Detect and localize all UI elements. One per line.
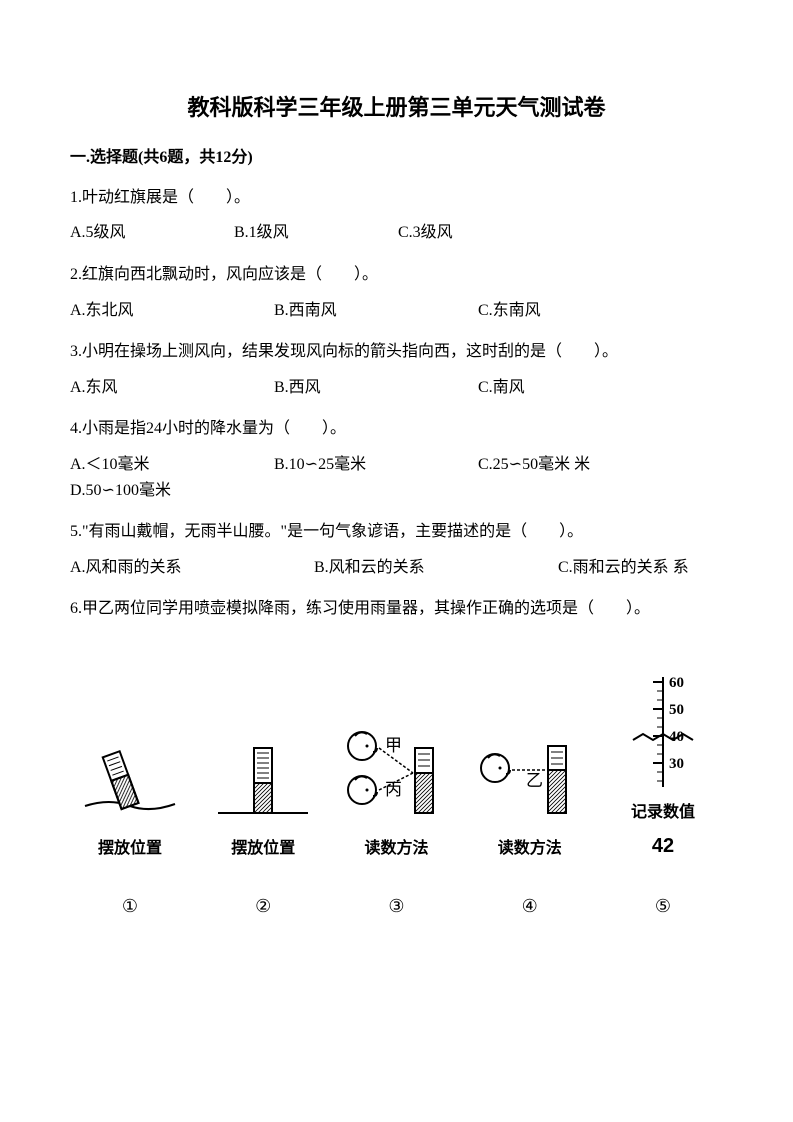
num-4: ④ — [470, 892, 590, 921]
diagram-2-label: 摆放位置 — [203, 836, 323, 862]
num-3: ③ — [337, 892, 457, 921]
q2-opt-b: B.西南风 — [274, 298, 474, 324]
diagram-4-label: 读数方法 — [470, 836, 590, 862]
diagram-1-svg — [80, 718, 180, 828]
q1-opt-b: B.1级风 — [234, 220, 394, 246]
q2-opt-c: C.东南风 — [478, 298, 658, 324]
diagrams-row: 摆放位置 摆放位置 — [70, 672, 723, 862]
q3-opt-c: C.南风 — [478, 375, 658, 401]
diagram-5: 60 50 40 30 记录数值 42 — [603, 672, 723, 862]
question-3: 3.小明在操场上测风向，结果发现风向标的箭头指向西，这时刮的是（ ）。 A.东风… — [70, 339, 723, 400]
q3-opt-a: A.东风 — [70, 375, 270, 401]
q4-options: A.＜10毫米 B.10∽25毫米 C.25∽50毫米 米 D.50∽100毫米 — [70, 452, 723, 503]
q5-opt-c: C.雨和云的关系 — [558, 555, 669, 581]
q4-opt-b: B.10∽25毫米 — [274, 452, 474, 478]
diagram-5-svg: 60 50 40 30 — [623, 672, 703, 792]
q5-break: 系 — [673, 559, 689, 576]
diagram-5-sublabel: 42 — [603, 830, 723, 862]
diagram-4: 乙 读数方法 — [470, 708, 590, 862]
q2-opt-a: A.东北风 — [70, 298, 270, 324]
q4-opt-c: C.25∽50毫米 — [478, 452, 570, 478]
question-5: 5."有雨山戴帽，无雨半山腰。"是一句气象谚语，主要描述的是（ ）。 A.风和雨… — [70, 519, 723, 580]
q5-opt-b: B.风和云的关系 — [314, 555, 554, 581]
q2-text: 2.红旗向西北飘动时，风向应该是（ ）。 — [70, 262, 723, 288]
d5-tick30: 30 — [669, 756, 684, 772]
d5-tick40: 40 — [669, 729, 684, 745]
d4-char-yi: 乙 — [526, 771, 543, 790]
question-6: 6.甲乙两位同学用喷壶模拟降雨，练习使用雨量器，其操作正确的选项是（ ）。 — [70, 596, 723, 622]
q4-break: 米 — [574, 456, 686, 473]
q2-options: A.东北风 B.西南风 C.东南风 — [70, 298, 723, 324]
diagram-4-svg: 乙 — [470, 718, 590, 828]
d5-tick60: 60 — [669, 675, 684, 691]
q3-options: A.东风 B.西风 C.南风 — [70, 375, 723, 401]
diagram-1: 摆放位置 — [70, 708, 190, 862]
question-1: 1.叶动红旗展是（ ）。 A.5级风 B.1级风 C.3级风 — [70, 185, 723, 246]
diagram-3-label: 读数方法 — [337, 836, 457, 862]
q1-opt-c: C.3级风 — [398, 220, 558, 246]
diagram-3: 甲 丙 读数方法 — [337, 708, 457, 862]
q1-text: 1.叶动红旗展是（ ）。 — [70, 185, 723, 211]
q4-text: 4.小雨是指24小时的降水量为（ ）。 — [70, 416, 723, 442]
section-header: 一.选择题(共6题，共12分) — [70, 145, 723, 171]
numbers-row: ① ② ③ ④ ⑤ — [70, 892, 723, 921]
d3-char-jia: 甲 — [385, 736, 402, 755]
q3-opt-b: B.西风 — [274, 375, 474, 401]
q5-text: 5."有雨山戴帽，无雨半山腰。"是一句气象谚语，主要描述的是（ ）。 — [70, 519, 723, 545]
q3-text: 3.小明在操场上测风向，结果发现风向标的箭头指向西，这时刮的是（ ）。 — [70, 339, 723, 365]
diagram-5-label: 记录数值 — [603, 800, 723, 826]
num-5: ⑤ — [603, 892, 723, 921]
q5-options: A.风和雨的关系 B.风和云的关系 C.雨和云的关系 系 — [70, 555, 723, 581]
page-title: 教科版科学三年级上册第三单元天气测试卷 — [70, 90, 723, 125]
question-2: 2.红旗向西北飘动时，风向应该是（ ）。 A.东北风 B.西南风 C.东南风 — [70, 262, 723, 323]
q1-options: A.5级风 B.1级风 C.3级风 — [70, 220, 723, 246]
d5-tick50: 50 — [669, 702, 684, 718]
q4-opt-d: D.50∽100毫米 — [70, 478, 171, 504]
q5-opt-a: A.风和雨的关系 — [70, 555, 310, 581]
diagram-3-svg: 甲 丙 — [337, 718, 457, 828]
num-1: ① — [70, 892, 190, 921]
q4-opt-a: A.＜10毫米 — [70, 452, 270, 478]
diagram-2: 摆放位置 — [203, 708, 323, 862]
q1-opt-a: A.5级风 — [70, 220, 230, 246]
question-4: 4.小雨是指24小时的降水量为（ ）。 A.＜10毫米 B.10∽25毫米 C.… — [70, 416, 723, 503]
diagram-2-svg — [213, 718, 313, 828]
diagram-1-label: 摆放位置 — [70, 836, 190, 862]
q6-text: 6.甲乙两位同学用喷壶模拟降雨，练习使用雨量器，其操作正确的选项是（ ）。 — [70, 596, 723, 622]
num-2: ② — [203, 892, 323, 921]
